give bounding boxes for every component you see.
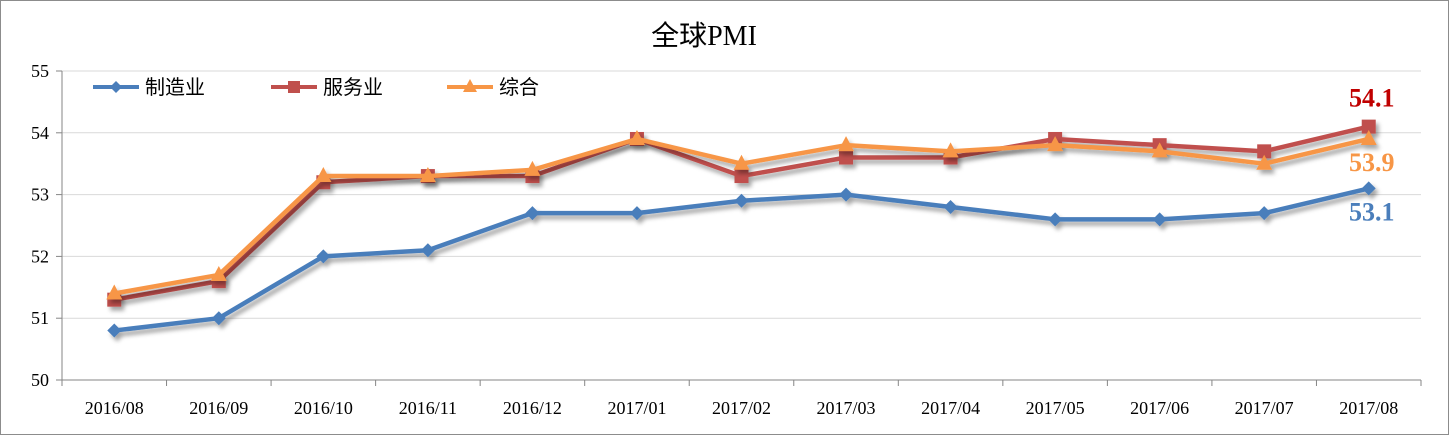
legend-label: 制造业 [145,76,205,99]
series-square [107,119,1376,307]
triangle-marker [838,136,855,152]
y-tick-label: 50 [31,370,49,390]
x-tick-label: 2017/07 [1235,398,1294,418]
triangle-marker [463,79,477,92]
triangle-marker [1151,142,1168,158]
x-tick-label: 2017/05 [1026,398,1085,418]
diamond-marker [107,323,122,338]
triangle-marker [524,160,541,176]
square-marker [1361,119,1376,134]
end-data-label: 53.9 [1349,148,1395,177]
x-tick-label: 2016/11 [399,398,457,418]
y-tick-label: 51 [31,308,49,328]
series-line [114,186,1370,333]
x-tick-label: 2016/08 [85,398,144,418]
diamond-marker [1048,212,1063,227]
diamond-marker [110,81,122,93]
legend-label: 综合 [499,76,539,99]
legend-label: 服务业 [323,76,383,99]
diamond-marker [316,249,331,264]
x-tick-label: 2017/08 [1339,398,1398,418]
y-tick-label: 55 [31,61,49,81]
diamond-marker [629,206,644,221]
triangle-marker [419,167,436,183]
x-tick-label: 2016/12 [503,398,562,418]
series-diamond [107,181,1376,338]
diamond-marker [943,199,958,214]
end-data-label: 53.1 [1349,197,1395,226]
triangle-marker [628,129,645,145]
triangle-marker [315,167,332,183]
triangle-marker [942,142,959,158]
diamond-marker [1152,212,1167,227]
end-data-label: 54.1 [1349,84,1395,113]
x-tick-label: 2016/10 [294,398,353,418]
diamond-marker [525,206,540,221]
x-tick-label: 2017/03 [817,398,876,418]
y-tick-label: 54 [31,123,49,143]
y-tick-label: 53 [31,185,49,205]
triangle-marker [1360,129,1377,145]
triangle-marker [1256,154,1273,170]
diamond-marker [839,187,854,202]
x-tick-label: 2017/06 [1130,398,1189,418]
square-marker [288,81,300,93]
legend-item: 服务业 [271,76,383,99]
diamond-marker [734,193,749,208]
triangle-marker [733,154,750,170]
diamond-marker [211,311,226,326]
triangle-marker [1047,136,1064,152]
diamond-marker [420,243,435,258]
legend-item: 制造业 [93,76,205,99]
diamond-marker [1257,206,1272,221]
square-marker [1257,144,1272,159]
series-triangle [106,129,1377,300]
chart-title: 全球PMI [651,20,757,52]
square-marker [734,169,749,184]
x-tick-label: 2016/09 [189,398,248,418]
square-marker [839,150,854,165]
legend-item: 综合 [447,76,539,99]
x-tick-label: 2017/04 [921,398,980,418]
triangle-marker [210,265,227,281]
x-tick-label: 2017/01 [607,398,666,418]
x-tick-label: 2017/02 [712,398,771,418]
triangle-marker [106,284,123,300]
y-tick-label: 52 [31,246,49,266]
diamond-marker [1361,181,1376,196]
